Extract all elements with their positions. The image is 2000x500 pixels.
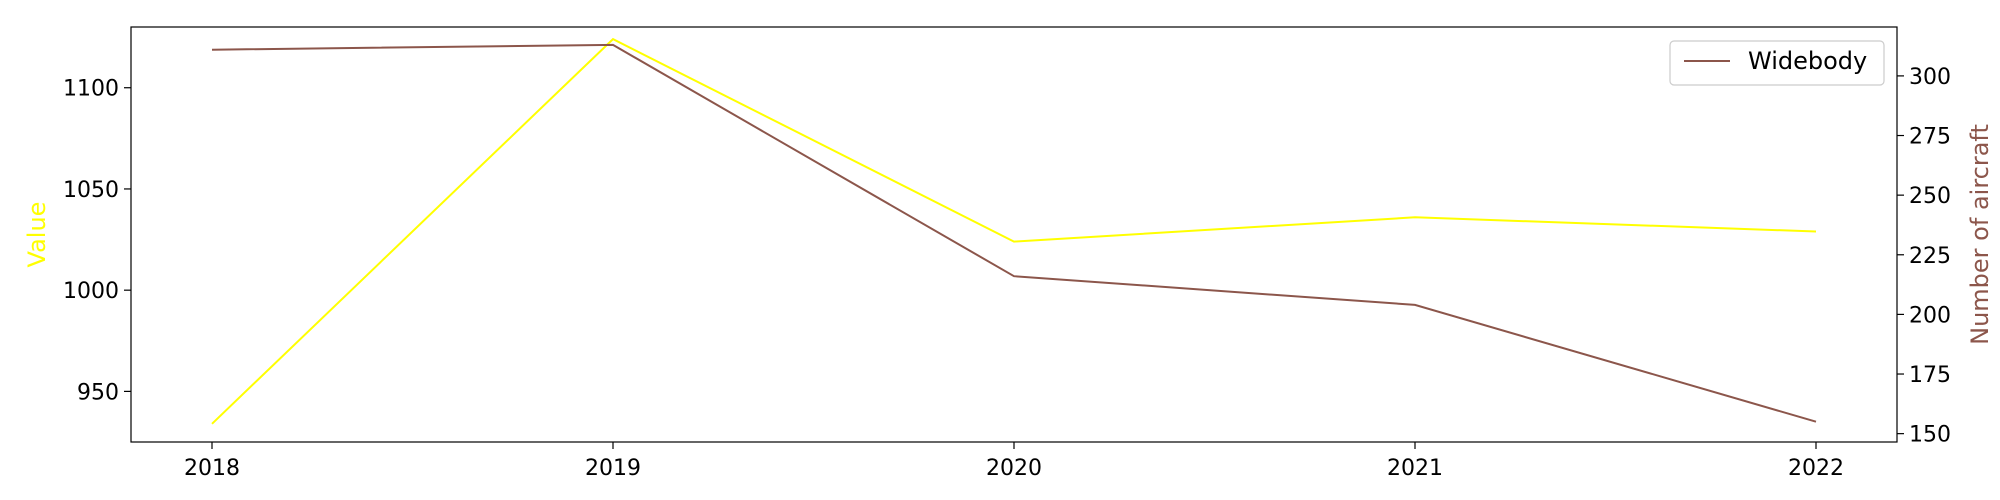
legend-box <box>1669 40 1885 86</box>
right-y-tick-label: 250 <box>1909 184 1951 209</box>
right-y-tick-label: 175 <box>1909 363 1951 388</box>
left-y-tick-label: 1100 <box>63 77 119 102</box>
right-y-tick-label: 275 <box>1909 125 1951 150</box>
right-y-tick-label: 150 <box>1909 423 1951 448</box>
x-tick-label: 2020 <box>986 456 1042 481</box>
right-y-axis: 150 175 200 225 250 275 300 <box>1897 65 1951 448</box>
series-line-widebody <box>211 43 1817 423</box>
x-tick-label: 2022 <box>1788 456 1844 481</box>
series-line-series-1 <box>211 37 1817 425</box>
right-y-tick-label: 225 <box>1909 244 1951 269</box>
legend-label-widebody: Widebody <box>1748 47 1867 75</box>
left-axis-label: Value <box>23 202 51 268</box>
x-tick-label: 2018 <box>184 456 240 481</box>
plot-frame <box>130 26 1898 443</box>
series-lines <box>211 37 1817 425</box>
left-y-tick-label: 1000 <box>63 279 119 304</box>
right-axis-label: Number of aircraft <box>1966 124 1994 345</box>
right-y-tick-label: 300 <box>1909 65 1951 90</box>
x-tick-label: 2019 <box>585 456 641 481</box>
left-y-axis: 950 1000 1050 1100 <box>63 77 131 405</box>
plot-area <box>130 26 1898 443</box>
legend: Widebody <box>1669 40 1885 86</box>
left-y-tick-label: 950 <box>77 380 119 405</box>
x-axis: 2018 2019 2020 2021 2022 <box>184 442 1844 481</box>
left-y-tick-label: 1050 <box>63 178 119 203</box>
right-y-tick-label: 200 <box>1909 303 1951 328</box>
x-tick-label: 2021 <box>1387 456 1443 481</box>
